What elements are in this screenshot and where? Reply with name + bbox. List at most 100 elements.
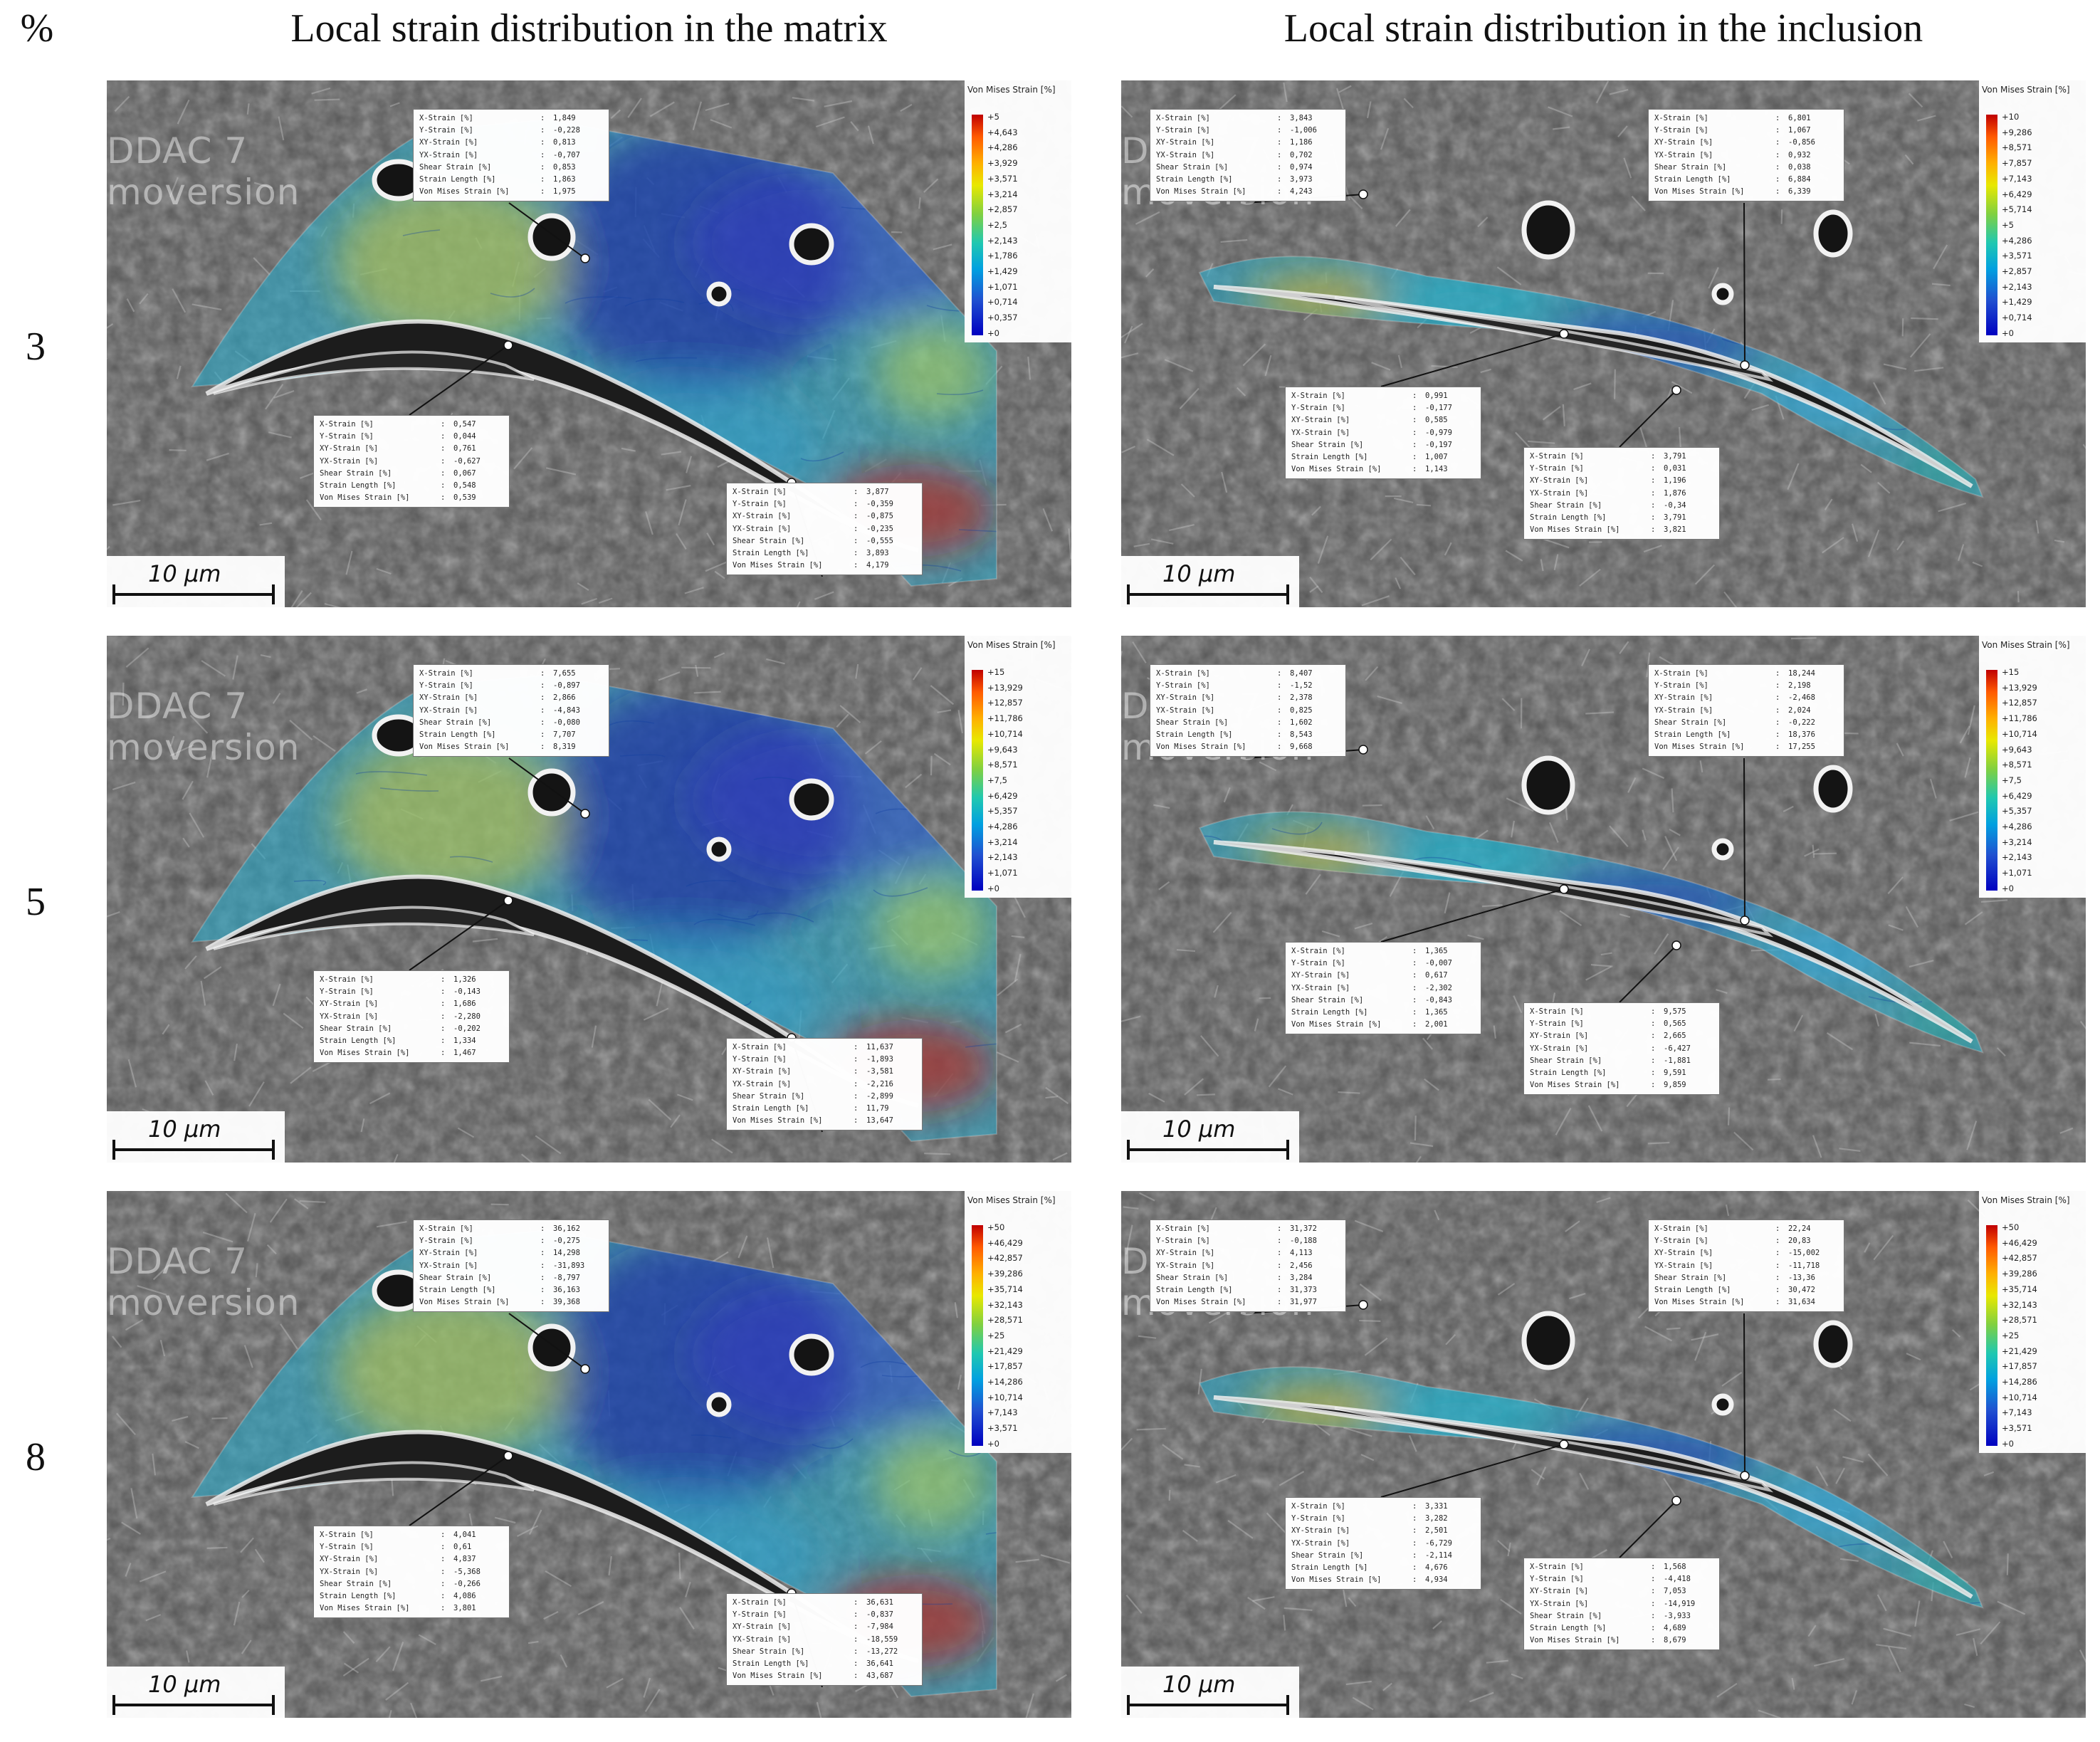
strain-separator: : xyxy=(540,1249,545,1258)
strain-row: Strain Length [%]:0,548 xyxy=(320,480,503,492)
strain-separator: : xyxy=(1775,1224,1780,1233)
strain-separator: : xyxy=(1651,513,1656,523)
colorbar-tick-label: +8,571 xyxy=(987,760,1018,770)
strain-separator: : xyxy=(1412,1008,1417,1017)
strain-key: Shear Strain [%] xyxy=(419,718,492,727)
watermark-line: moversion xyxy=(107,727,300,768)
strain-row: XY-Strain [%]: -0,856 xyxy=(1654,137,1838,149)
strain-value: 6,884 xyxy=(1788,175,1811,184)
strain-value: 36,631 xyxy=(866,1598,893,1607)
strain-value: 3,821 xyxy=(1664,525,1686,535)
strain-row: Y-Strain [%]:0,61 xyxy=(320,1541,503,1553)
strain-info-box: X-Strain [%]:3,331 Y-Strain [%]:3,282 XY-S… xyxy=(1285,1497,1481,1590)
colorbar-tick-label: +7,5 xyxy=(2002,775,2022,785)
strain-key: XY-Strain [%] xyxy=(1291,416,1350,425)
strain-value: 3,843 xyxy=(1290,114,1313,122)
strain-key: Von Mises Strain [%] xyxy=(320,1604,410,1613)
strain-info-box: X-Strain [%]:6,801 Y-Strain [%]:1,067 XY-S… xyxy=(1648,109,1844,202)
strain-info-box: X-Strain [%]:36,631 Y-Strain [%]: -0,837 XY… xyxy=(726,1593,923,1686)
strain-key: Shear Strain [%] xyxy=(1291,1551,1364,1560)
strain-value: 1,334 xyxy=(453,1037,476,1046)
colorbar-tick-label: +6,429 xyxy=(2002,790,2032,801)
strain-key: YX-Strain [%] xyxy=(419,1261,478,1270)
strain-key: Y-Strain [%] xyxy=(320,1543,374,1552)
strain-separator: : xyxy=(1277,162,1282,172)
strain-key: Strain Length [%] xyxy=(1654,1286,1731,1295)
strain-separator: : xyxy=(1775,126,1780,135)
strain-row: X-Strain [%]:0,991 xyxy=(1291,390,1475,402)
strain-row: Strain Length [%]:8,543 xyxy=(1156,729,1340,741)
colorbar-tick-label: +0 xyxy=(987,883,999,893)
strain-key: X-Strain [%] xyxy=(320,1531,374,1539)
strain-key: X-Strain [%] xyxy=(1654,1224,1708,1233)
strain-separator: : xyxy=(854,1659,859,1669)
colorbar-tick-label: +7,143 xyxy=(2002,1407,2032,1418)
scale-bar-label: 10 μm xyxy=(148,1671,221,1698)
strain-value: 1,467 xyxy=(453,1049,476,1058)
strain-value: 3,801 xyxy=(453,1604,476,1613)
strain-value: -0,359 xyxy=(866,500,893,509)
strain-row: YX-Strain [%]:0,825 xyxy=(1156,705,1340,717)
strain-row: Von Mises Strain [%]:3,821 xyxy=(1530,524,1713,536)
strain-info-box: X-Strain [%]:1,326 Y-Strain [%]: -0,143 XY-… xyxy=(313,970,510,1064)
strain-separator: : xyxy=(540,681,545,691)
strain-separator: : xyxy=(1412,428,1417,437)
strain-value: 11,637 xyxy=(866,1043,893,1051)
colorbar-tick-label: +3,214 xyxy=(987,836,1018,847)
strain-value: 4,041 xyxy=(453,1531,476,1539)
scale-bar-line xyxy=(112,593,273,596)
colorbar-tick-label: +50 xyxy=(987,1222,1005,1232)
colorbar-tick-label: +28,571 xyxy=(987,1315,1023,1326)
colorbar-tick-label: +7,143 xyxy=(987,1407,1018,1418)
strain-value: 9,859 xyxy=(1664,1081,1686,1090)
colorbar-tick-label: +8,571 xyxy=(2002,142,2032,153)
strain-separator: : xyxy=(1775,1237,1780,1246)
strain-row: YX-Strain [%]: -31,893 xyxy=(419,1260,603,1272)
watermark-line: moversion xyxy=(107,1282,300,1323)
strain-separator: : xyxy=(540,187,545,196)
strain-value: 1,686 xyxy=(453,999,476,1009)
strain-row: XY-Strain [%]:0,585 xyxy=(1291,414,1475,426)
colorbar-tick-label: +4,286 xyxy=(987,822,1018,832)
strain-separator: : xyxy=(854,1104,859,1113)
colorbar-ticks: +10 +9,286 +8,571 +7,857 +7,143 +6,429 +5,714 +… xyxy=(2002,112,2032,338)
strain-separator: : xyxy=(441,468,446,478)
strain-value: -0,177 xyxy=(1425,404,1452,413)
strain-key: XY-Strain [%] xyxy=(733,1067,792,1076)
colorbar-tick-label: +10,714 xyxy=(987,1392,1023,1402)
strain-row: Strain Length [%]:4,086 xyxy=(320,1590,503,1602)
strain-value: -13,272 xyxy=(866,1647,898,1656)
strain-value: 6,801 xyxy=(1788,114,1811,122)
strain-key: YX-Strain [%] xyxy=(733,524,792,533)
strain-key: Shear Strain [%] xyxy=(1530,500,1602,510)
strain-row: Von Mises Strain [%]:2,001 xyxy=(1291,1019,1475,1031)
strain-separator: : xyxy=(1775,114,1780,122)
strain-row: Strain Length [%]:3,791 xyxy=(1530,512,1713,524)
strain-separator: : xyxy=(540,114,545,122)
strain-separator: : xyxy=(854,549,859,558)
strain-value: 2,001 xyxy=(1425,1020,1448,1029)
strain-value: 4,243 xyxy=(1290,187,1313,196)
strain-value: -8,797 xyxy=(553,1273,580,1282)
strain-value: 1,143 xyxy=(1425,465,1448,474)
strain-row: Y-Strain [%]: -0,897 xyxy=(419,680,603,692)
strain-row: XY-Strain [%]:0,761 xyxy=(320,443,503,455)
strain-value: 4,837 xyxy=(453,1555,476,1564)
colorbar-tick-label: +25 xyxy=(987,1330,1005,1340)
strain-separator: : xyxy=(1651,464,1656,473)
strain-separator: : xyxy=(1277,681,1282,691)
strain-value: -0,228 xyxy=(553,126,580,135)
strain-row: YX-Strain [%]: -0,235 xyxy=(733,523,916,535)
strain-key: Shear Strain [%] xyxy=(1291,995,1364,1004)
strain-key: Strain Length [%] xyxy=(1654,175,1731,184)
strain-value: 8,543 xyxy=(1290,730,1313,740)
colorbar-title: Von Mises Strain [%] xyxy=(1982,640,2070,650)
strain-separator: : xyxy=(1277,138,1282,147)
strain-row: XY-Strain [%]:2,866 xyxy=(419,692,603,704)
colorbar-tick-label: +5 xyxy=(2002,219,2014,230)
strain-info-box: X-Strain [%]:22,24 Y-Strain [%]:20,83 XY-S… xyxy=(1648,1219,1844,1313)
strain-separator: : xyxy=(540,126,545,135)
scale-bar-tick xyxy=(1127,584,1130,604)
colorbar-tick-label: +12,857 xyxy=(987,698,1023,708)
